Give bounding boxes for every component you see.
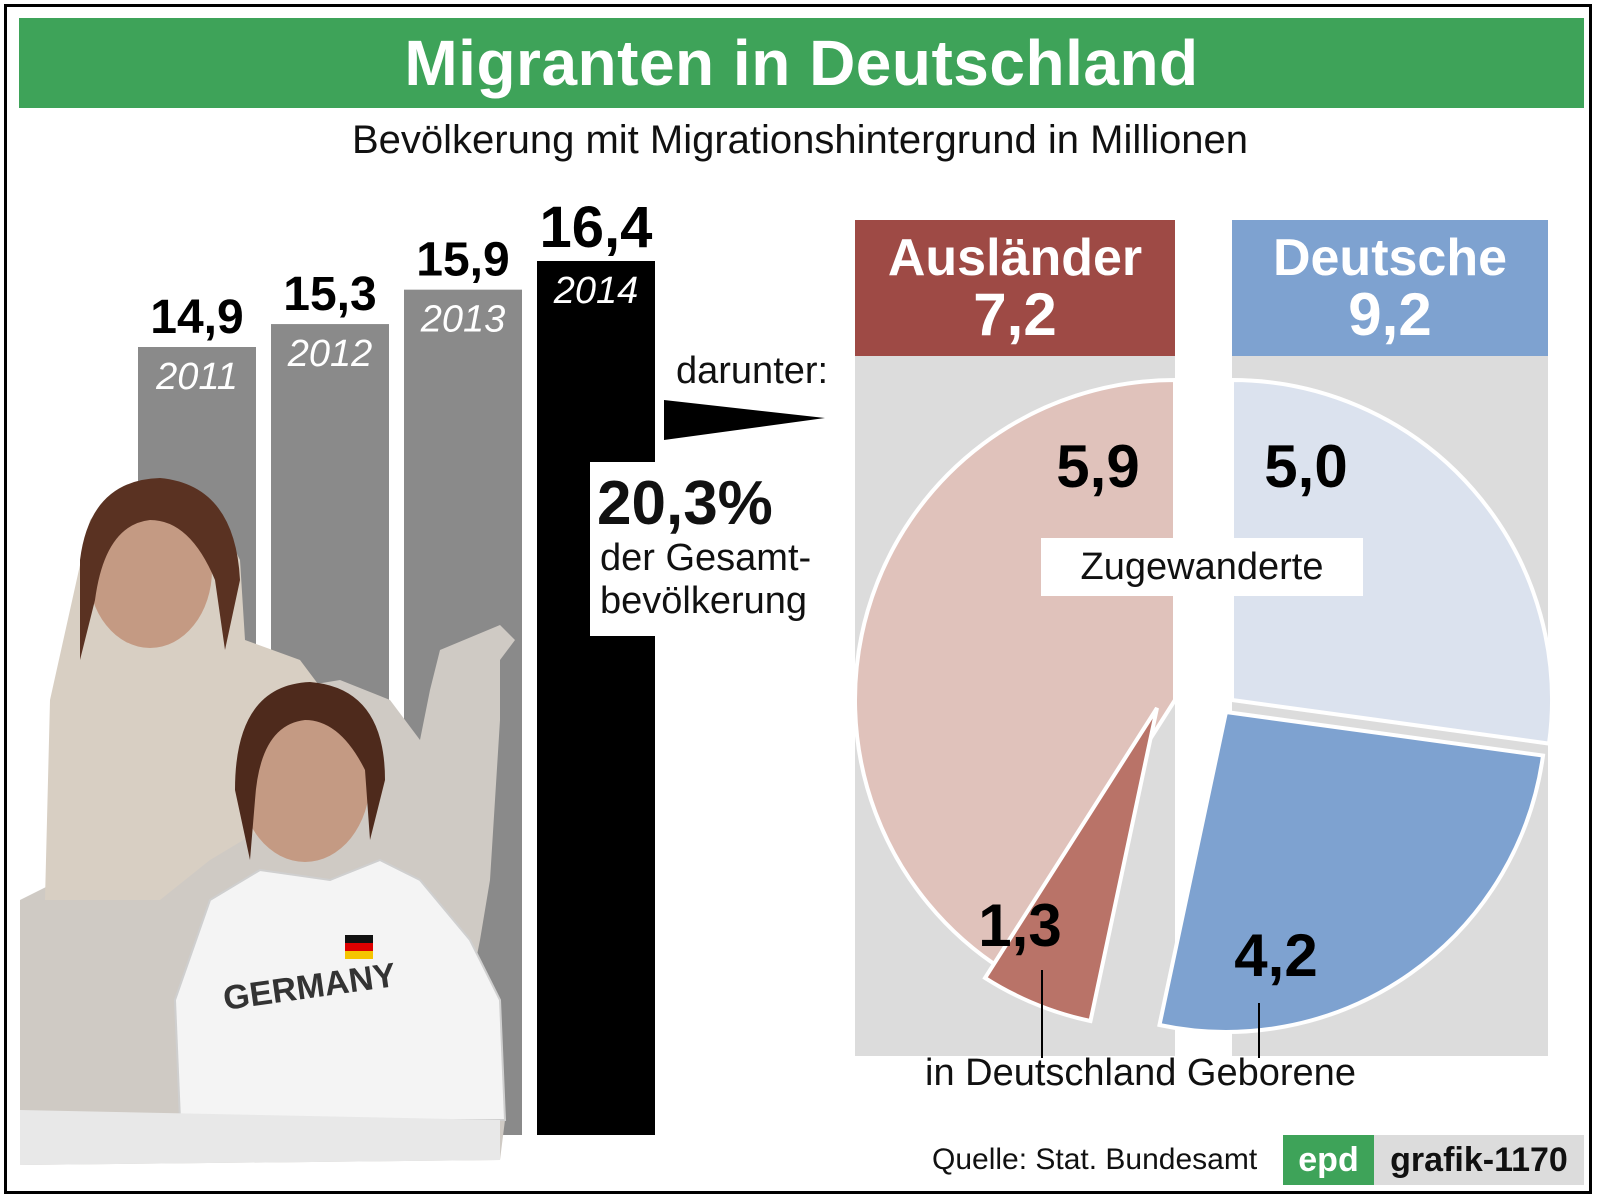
pie-header-name-0: Ausländer xyxy=(888,229,1142,287)
pie-value-auslaender-zugewanderte: 5,9 xyxy=(1056,433,1139,500)
frame-border xyxy=(4,4,1592,1194)
pie-header-total-1: 9,2 xyxy=(1348,281,1431,348)
epd-logo-badge: epd xyxy=(1283,1135,1374,1185)
photo-hair-back xyxy=(80,478,240,660)
pie-header-1 xyxy=(1232,220,1548,356)
source-note: Quelle: Stat. Bundesamt xyxy=(932,1143,1258,1176)
percent-note-box xyxy=(590,462,830,636)
photo-hair-front xyxy=(235,682,385,860)
bar-value-label-2014: 16,4 xyxy=(540,195,653,260)
bar-year-label-2014: 2014 xyxy=(553,270,639,312)
bar-2014 xyxy=(537,261,655,1135)
pie-header-0 xyxy=(855,220,1175,356)
chart-title: Migranten in Deutschland xyxy=(404,27,1199,99)
pie-value-auslaender-geborene: 1,3 xyxy=(978,892,1061,959)
photo-face-front xyxy=(240,698,370,862)
geborene-label: in Deutschland Geborene xyxy=(925,1052,1356,1094)
percent-line-2: bevölkerung xyxy=(600,580,808,622)
darunter-pointer xyxy=(664,400,825,440)
darunter-label: darunter: xyxy=(676,350,829,392)
zugewanderte-label: Zugewanderte xyxy=(1041,538,1363,596)
bar-value-label-2013: 15,9 xyxy=(416,234,509,287)
bar-value-label-2011: 14,9 xyxy=(150,291,243,344)
chart-subtitle: Bevölkerung mit Migrationshintergrund in… xyxy=(352,118,1248,162)
grafik-code: grafik-1170 xyxy=(1374,1135,1584,1185)
percent-value: 20,3% xyxy=(597,469,773,538)
percent-line-1: der Gesamt- xyxy=(600,537,812,579)
flag-gold xyxy=(345,951,373,959)
bar-year-label-2011: 2011 xyxy=(155,356,238,398)
bar-value-label-2012: 15,3 xyxy=(283,268,376,321)
photo-illustration: GERMANY xyxy=(20,478,515,1165)
pie-value-deutsche-geborene: 4,2 xyxy=(1234,922,1317,989)
bar-year-label-2013: 2013 xyxy=(420,299,506,341)
bar-year-label-2012: 2012 xyxy=(287,333,373,375)
pie-slice-deutsche-geborene xyxy=(1157,709,1546,1034)
flag-red xyxy=(345,943,373,951)
flag-black xyxy=(345,935,373,943)
title-bar: Migranten in Deutschland xyxy=(19,18,1584,108)
pie-header-total-0: 7,2 xyxy=(973,281,1056,348)
pie-slice-auslaender-geborene xyxy=(982,706,1159,1024)
pie-value-deutsche-zugewanderte: 5,0 xyxy=(1264,433,1347,500)
pie-header-name-1: Deutsche xyxy=(1273,229,1507,287)
photo-desk xyxy=(20,1110,500,1165)
pie-slice-deutsche-zugewanderte xyxy=(1230,377,1554,746)
